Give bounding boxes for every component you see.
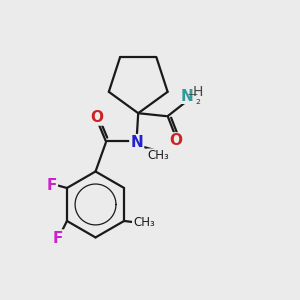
Text: F: F: [53, 230, 63, 245]
Text: O: O: [91, 110, 103, 124]
Text: ₂: ₂: [195, 94, 200, 107]
Text: O: O: [169, 134, 182, 148]
Text: N: N: [181, 89, 194, 104]
Text: CH₃: CH₃: [133, 216, 155, 229]
Text: —: —: [188, 89, 197, 99]
Text: CH₃: CH₃: [147, 149, 169, 162]
Text: F: F: [46, 178, 57, 193]
Text: N: N: [130, 135, 143, 150]
Text: H: H: [193, 85, 203, 99]
